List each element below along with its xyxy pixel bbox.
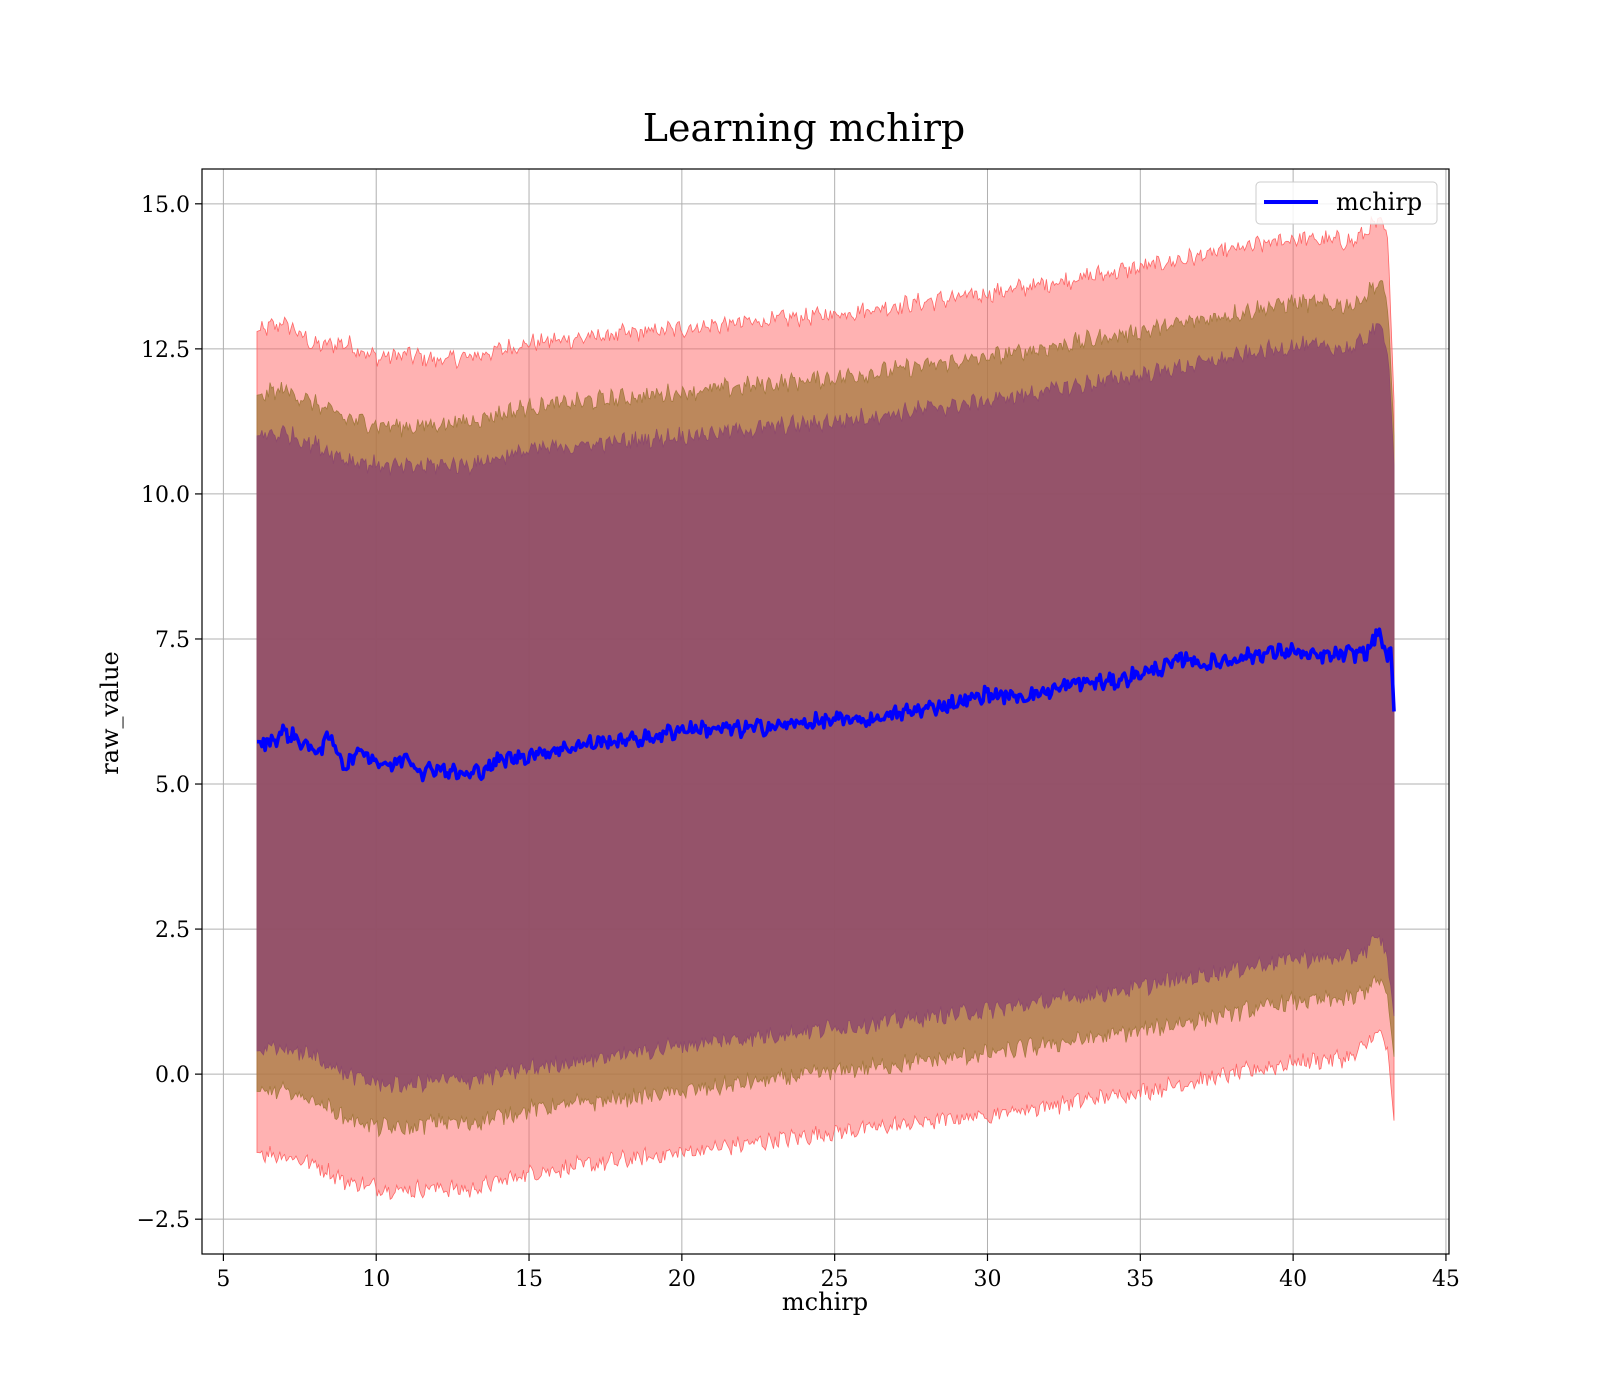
legend-label-mchirp: mchirp xyxy=(1336,188,1422,216)
x-tick-label: 5 xyxy=(216,1267,230,1292)
y-tick-label: 7.5 xyxy=(155,628,190,653)
series-line-mchirp xyxy=(256,627,1396,783)
x-tick-label: 30 xyxy=(973,1267,1001,1292)
x-tick-label: 20 xyxy=(668,1267,696,1292)
y-axis-label: raw_value xyxy=(96,651,124,775)
plot-frame xyxy=(201,168,1450,1255)
x-tick-label: 35 xyxy=(1126,1267,1154,1292)
y-tick-label: 10.0 xyxy=(141,483,190,508)
legend: mchirp xyxy=(1255,181,1438,225)
y-tick-label: 0.0 xyxy=(155,1063,190,1088)
x-tick-label: 10 xyxy=(362,1267,390,1292)
confidence-bands xyxy=(256,215,1395,1201)
legend-box xyxy=(1255,181,1438,225)
y-tick-label: 2.5 xyxy=(155,918,190,943)
x-tick-label: 15 xyxy=(515,1267,543,1292)
x-tick-label: 40 xyxy=(1279,1267,1307,1292)
x-axis-label: mchirp xyxy=(782,1288,868,1316)
x-axis-ticks: 5 10 15 20 25 30 35 40 45 xyxy=(216,1254,1460,1292)
chart-title: Learning mchirp xyxy=(643,106,965,150)
series-lines xyxy=(256,627,1396,783)
y-axis-ticks: −2.5 0.0 2.5 5.0 7.5 10.0 12.5 15.0 xyxy=(137,193,202,1233)
x-tick-label: 45 xyxy=(1432,1267,1460,1292)
y-tick-label: 12.5 xyxy=(141,338,190,363)
y-tick-label: 5.0 xyxy=(155,773,190,798)
band-inner xyxy=(256,323,1395,1094)
y-tick-label: −2.5 xyxy=(137,1208,190,1233)
x-tick-label: 25 xyxy=(821,1267,849,1292)
y-tick-label: 15.0 xyxy=(141,193,190,218)
